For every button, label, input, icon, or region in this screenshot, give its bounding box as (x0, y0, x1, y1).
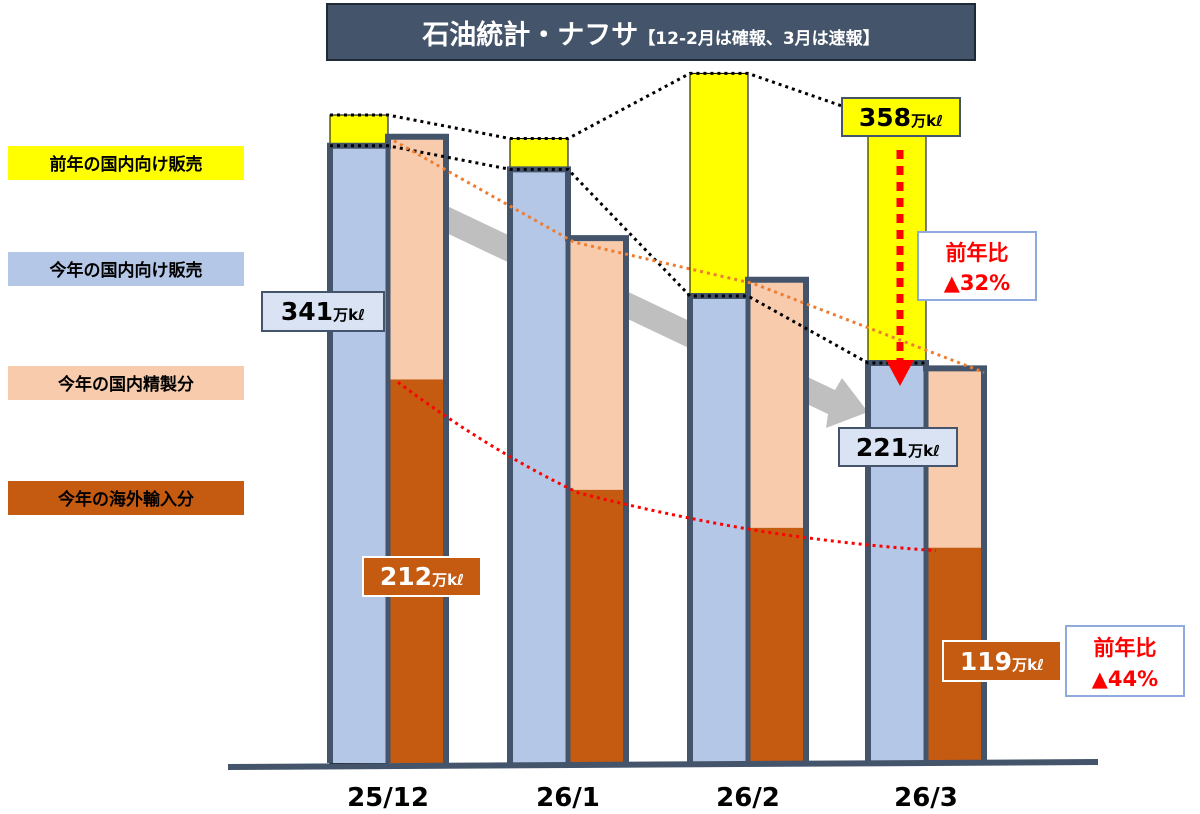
x-axis-ticks: 25/12 26/1 26/2 26/3 (347, 783, 958, 813)
legend-label: 前年の国内向け販売 (50, 154, 203, 175)
label-imports-dec: 212万kℓ (362, 556, 482, 597)
bar-imports (568, 489, 626, 763)
bar-outline (687, 276, 809, 763)
legend-label: 今年の国内向け販売 (50, 260, 203, 281)
svg-text:▲32%: ▲32% (944, 271, 1010, 295)
svg-text:221万kℓ: 221万kℓ (856, 433, 940, 462)
x-tick-label: 26/2 (716, 783, 780, 813)
trend-lines (330, 71, 985, 553)
legend-swatch (8, 146, 244, 180)
title-background (326, 3, 976, 61)
legend-item-1: 前年の国内向け販売 (8, 146, 244, 180)
bar-this-year-sales (868, 362, 926, 763)
bar-domestic-refined (568, 238, 626, 490)
imports-dotted-line (397, 381, 937, 553)
bar-group-25-12 (327, 114, 449, 764)
bar-group-26-2 (687, 72, 809, 764)
x-axis-baseline (227, 759, 1099, 770)
title-banner: 石油統計・ナフサ【12-2月は確報、3月は速報】 (326, 3, 976, 61)
legend-swatch (8, 366, 244, 400)
x-tick-label: 26/3 (894, 783, 958, 813)
bar-this-year-sales (690, 296, 748, 763)
label-imports-mar: 119万kℓ (942, 640, 1062, 682)
yoy-imports-callout: 前年比 ▲44% (1065, 625, 1185, 697)
bar-imports (748, 527, 806, 763)
x-tick-label: 26/1 (536, 783, 600, 813)
legend-swatch (8, 481, 244, 515)
bar-outline (327, 133, 449, 763)
x-tick-label: 25/12 (347, 783, 429, 813)
bar-domestic-refined (748, 279, 806, 528)
svg-text:212万kℓ: 212万kℓ (380, 562, 464, 591)
label-prev-mar: 358万kℓ (841, 97, 961, 137)
bars (327, 72, 987, 764)
bar-this-year-sales (330, 145, 388, 764)
svg-text:前年比: 前年比 (1094, 636, 1157, 660)
legend-item-3: 今年の国内精製分 (8, 366, 244, 400)
svg-text:前年比: 前年比 (946, 241, 1009, 265)
chart-title: 石油統計・ナフサ【12-2月は確報、3月は速報】 (421, 19, 879, 51)
yoy-sales-callout: 前年比 ▲32% (917, 231, 1037, 301)
svg-text:119万kℓ: 119万kℓ (960, 647, 1044, 676)
legend-item-2: 今年の国内向け販売 (8, 252, 244, 286)
svg-text:358万kℓ: 358万kℓ (859, 103, 943, 132)
svg-text:341万kℓ: 341万kℓ (281, 297, 365, 326)
bar-group-26-1 (507, 138, 629, 764)
legend-label: 今年の国内精製分 (58, 374, 194, 395)
legend-label: 今年の海外輸入分 (58, 489, 194, 510)
legend-swatch (8, 252, 244, 286)
legend-item-4: 今年の海外輸入分 (8, 481, 244, 515)
bar-domestic-refined (388, 136, 446, 380)
svg-text:▲44%: ▲44% (1092, 667, 1158, 691)
label-sales-dec: 341万kℓ (261, 291, 385, 332)
red-down-arrow (886, 150, 914, 386)
prev-year-dotted-line (330, 71, 926, 141)
label-sales-mar: 221万kℓ (838, 427, 958, 467)
bar-this-year-sales (510, 169, 568, 763)
